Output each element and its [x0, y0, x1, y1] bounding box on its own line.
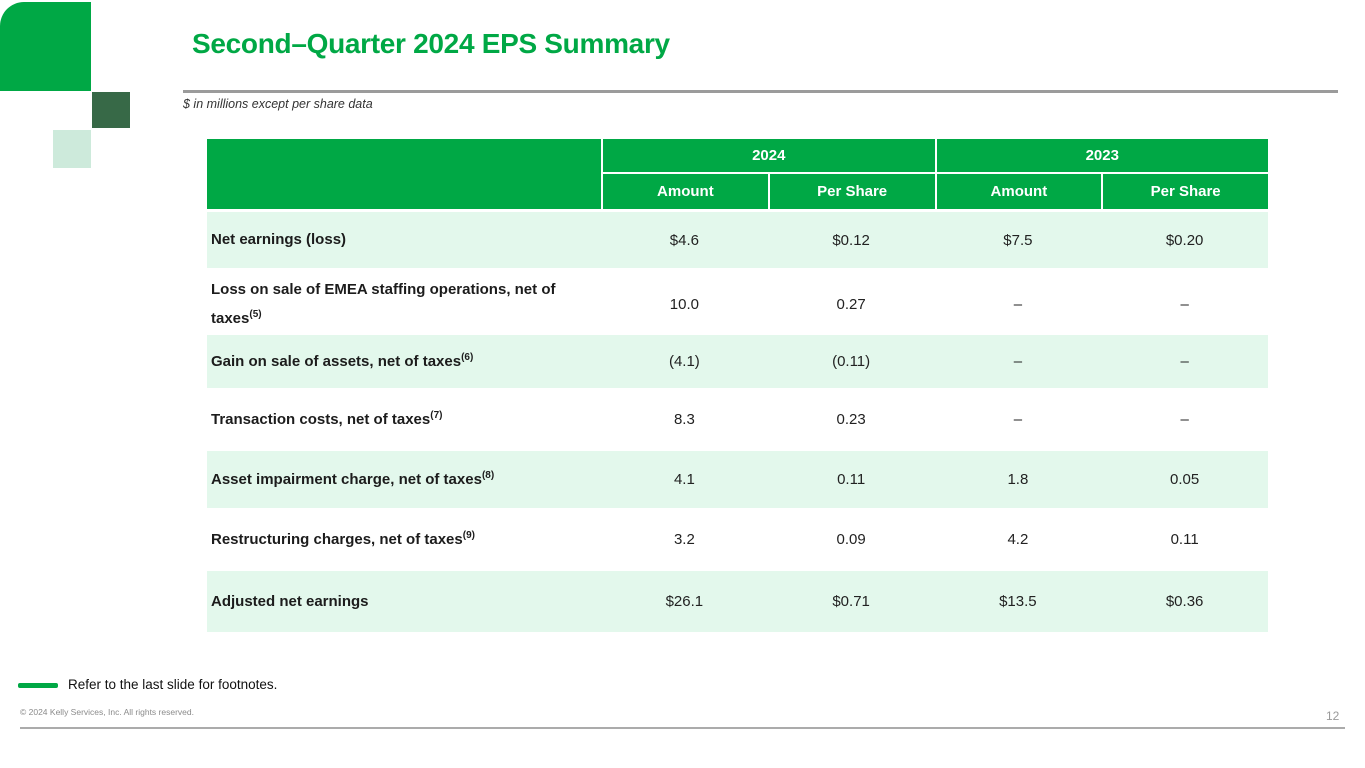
row-label-wrap: Restructuring charges, net of taxes(9) — [211, 525, 475, 554]
table-row: Restructuring charges, net of taxes(9) 3… — [207, 508, 1268, 568]
row-label-text: Gain on sale of assets, net of taxes — [211, 352, 462, 370]
cell-2023-per-share: – — [1180, 295, 1189, 313]
row-label: Loss on sale of EMEA staffing operations… — [207, 271, 601, 338]
row-label: Adjusted net earnings — [207, 571, 601, 632]
row-label-wrap: Loss on sale of EMEA staffing operations… — [211, 275, 591, 334]
page-number: 12 — [1326, 709, 1340, 723]
cell-2024-per-share: 0.11 — [837, 471, 866, 488]
cell-2023-amount: 4.2 — [1007, 531, 1029, 548]
cell-2024-amount: 3.2 — [673, 531, 695, 548]
cell-2024-per-share: 0.27 — [836, 295, 866, 313]
cell-2023-per-share: $0.20 — [1165, 231, 1204, 249]
table-row: Adjusted net earnings $26.1 $0.71 $13.5 … — [207, 568, 1268, 632]
table-row: Asset impairment charge, net of taxes(8)… — [207, 448, 1268, 508]
header-year-2023: 2023 — [936, 139, 1268, 172]
table-row: Net earnings (loss) $4.6 $0.12 $7.5 $0.2… — [207, 209, 1268, 268]
footnote-marker-bar — [18, 683, 58, 688]
table-body: Net earnings (loss) $4.6 $0.12 $7.5 $0.2… — [207, 209, 1268, 632]
header-2023-per-share: Per Share — [1103, 174, 1268, 209]
cell-2023-amount: $7.5 — [1003, 231, 1033, 249]
cell-2023-amount: – — [1013, 411, 1023, 428]
row-label-wrap: Adjusted net earnings — [211, 587, 369, 616]
table-row: Gain on sale of assets, net of taxes(6) … — [207, 332, 1268, 388]
header-corner-cell — [207, 139, 601, 209]
eps-summary-table: 2024 2023 Amount Per Share Amount Per Sh… — [207, 139, 1268, 632]
cell-2024-amount: 8.3 — [673, 411, 695, 428]
logo-square-dark-icon — [92, 92, 130, 128]
row-footnote-ref: (8) — [481, 469, 495, 481]
cell-2024-per-share: $0.12 — [832, 231, 870, 249]
table-row: Transaction costs, net of taxes(7) 8.3 0… — [207, 388, 1268, 448]
cell-2023-per-share: – — [1180, 353, 1189, 370]
row-label-wrap: Asset impairment charge, net of taxes(8) — [211, 465, 494, 494]
cell-2023-per-share: 0.05 — [1170, 471, 1200, 488]
row-label-text: Asset impairment charge, net of taxes — [211, 470, 482, 488]
logo-square-pale-icon — [53, 130, 91, 168]
row-label-wrap: Gain on sale of assets, net of taxes(6) — [211, 347, 473, 376]
header-2024-per-share: Per Share — [769, 174, 935, 209]
cell-2024-amount: (4.1) — [668, 353, 700, 370]
cell-2023-amount: $13.5 — [999, 593, 1037, 610]
row-label: Net earnings (loss) — [207, 212, 601, 268]
logo-square-large-icon — [0, 2, 91, 91]
cell-2024-per-share: (0.11) — [832, 353, 871, 370]
cell-2024-per-share: 0.09 — [836, 531, 866, 548]
cell-2023-amount: – — [1013, 295, 1023, 313]
row-label: Asset impairment charge, net of taxes(8) — [207, 451, 601, 508]
cell-2024-amount: 4.1 — [673, 471, 695, 488]
row-footnote-ref: (5) — [249, 309, 262, 321]
cell-2023-amount: 1.8 — [1007, 471, 1029, 488]
row-label-text: Transaction costs, net of taxes — [211, 410, 431, 428]
row-footnote-ref: (7) — [430, 409, 443, 421]
row-label-wrap: Transaction costs, net of taxes(7) — [211, 405, 442, 434]
row-label: Gain on sale of assets, net of taxes(6) — [207, 335, 601, 388]
row-label-text: Restructuring charges, net of taxes — [211, 530, 463, 548]
title-divider — [183, 90, 1338, 93]
row-label-text: Loss on sale of EMEA staffing operations… — [211, 281, 556, 328]
footnote-text: Refer to the last slide for footnotes. — [68, 677, 278, 692]
header-year-2024: 2024 — [603, 139, 935, 172]
row-label: Restructuring charges, net of taxes(9) — [207, 511, 601, 568]
row-label: Transaction costs, net of taxes(7) — [207, 391, 601, 448]
cell-2024-amount: $4.6 — [669, 231, 699, 249]
cell-2024-per-share: $0.71 — [832, 593, 870, 610]
row-label-text: Net earnings (loss) — [211, 231, 347, 249]
cell-2024-per-share: 0.23 — [836, 411, 866, 428]
copyright-text: © 2024 Kelly Services, Inc. All rights r… — [20, 707, 194, 717]
footer-divider — [20, 727, 1345, 729]
table-row: Loss on sale of EMEA staffing operations… — [207, 268, 1268, 332]
cell-2023-per-share: $0.36 — [1165, 593, 1204, 610]
units-note: $ in millions except per share data — [183, 97, 373, 111]
page-title: Second–Quarter 2024 EPS Summary — [192, 28, 670, 59]
cell-2023-per-share: 0.11 — [1170, 531, 1199, 548]
header-2023-amount: Amount — [936, 174, 1102, 209]
header-2024-amount: Amount — [603, 174, 768, 209]
row-label-text: Adjusted net earnings — [211, 592, 369, 610]
row-label-wrap: Net earnings (loss) — [211, 225, 346, 254]
row-footnote-ref: (6) — [461, 351, 474, 363]
row-footnote-ref: (9) — [462, 529, 475, 541]
cell-2023-amount: – — [1013, 353, 1023, 370]
table-header: 2024 2023 Amount Per Share Amount Per Sh… — [207, 139, 1268, 209]
cell-2024-amount: $26.1 — [665, 593, 704, 610]
cell-2023-per-share: – — [1180, 411, 1189, 428]
cell-2024-amount: 10.0 — [669, 295, 699, 313]
